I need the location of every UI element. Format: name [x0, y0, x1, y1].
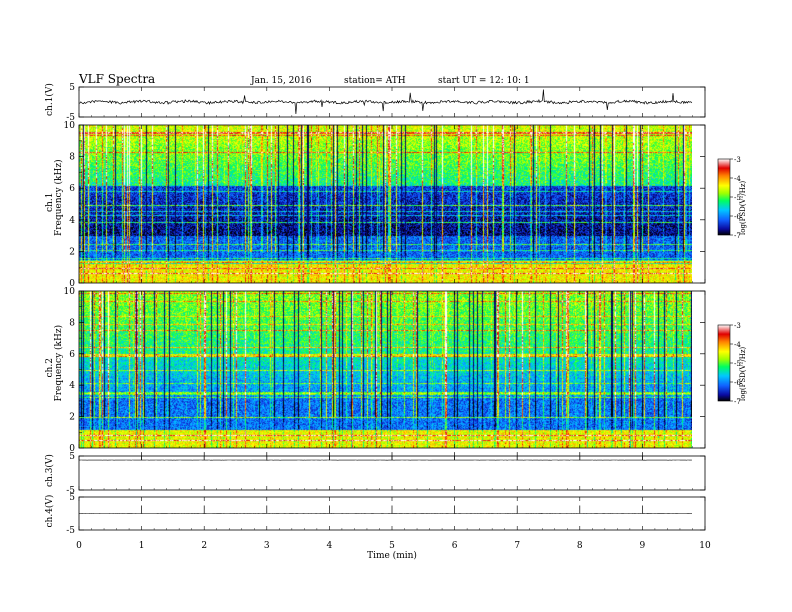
date-label: Jan. 15, 2016	[251, 76, 312, 86]
spectrogram-ch1	[79, 125, 692, 283]
panel-frame	[78, 455, 706, 491]
start-time-label: start UT = 12: 10: 1	[438, 76, 530, 86]
y-tick-label: 5	[69, 452, 75, 462]
colorbar-ch1	[717, 158, 731, 236]
channel-label: ch.2	[45, 358, 55, 377]
x-tick-label: 0	[76, 541, 82, 551]
x-tick-label: 3	[264, 541, 270, 551]
y-tick-label: 8	[69, 318, 75, 328]
y-tick-label: 0	[69, 279, 75, 289]
y-tick-label: 4	[69, 381, 75, 391]
y-tick-label: 10	[64, 287, 76, 297]
colorbar-tick-label: -3	[734, 156, 741, 164]
y-tick-label: 0	[69, 444, 75, 454]
channel-axis-label: ch.1(V)	[44, 83, 55, 116]
colorbar-tick-label: -5	[734, 194, 741, 202]
colorbar-tick-label: -5	[734, 360, 741, 368]
frequency-axis-label: Frequency (kHz)	[53, 159, 64, 236]
channel-axis-label: ch.4(V)	[44, 495, 55, 528]
colorbar-tick-label: -3	[734, 322, 741, 330]
waveform-ch1v	[78, 89, 693, 115]
x-tick-label: 7	[514, 541, 520, 551]
y-tick-label: -5	[66, 486, 75, 496]
x-axis-label: Time (min)	[367, 550, 417, 561]
y-tick-label: -5	[66, 526, 75, 536]
y-tick-label: 5	[69, 493, 75, 503]
x-tick-label: 2	[201, 541, 207, 551]
colorbar-ch2	[717, 324, 731, 402]
colorbar-label: log(PSD(V²/Hz)	[739, 180, 747, 235]
y-tick-label: 5	[69, 83, 75, 93]
station-label: station= ATH	[344, 76, 406, 86]
x-tick-label: 8	[577, 541, 583, 551]
figure-title: VLF Spectra	[79, 72, 156, 86]
x-tick-label: 6	[452, 541, 458, 551]
y-tick-label: 4	[69, 216, 75, 226]
spectrogram-ch2	[79, 291, 692, 448]
colorbar-tick-label: -7	[734, 398, 741, 406]
y-tick-label: 2	[69, 413, 75, 423]
x-tick-label: 1	[139, 541, 145, 551]
x-tick-label: 5	[389, 541, 395, 551]
channel-label: ch.1	[45, 193, 55, 212]
colorbar-tick-label: -4	[734, 175, 741, 183]
x-tick-label: 4	[327, 541, 333, 551]
y-tick-label: 10	[64, 121, 76, 131]
y-tick-label: -5	[66, 113, 75, 123]
channel-axis-label: ch.3(V)	[44, 454, 55, 487]
y-tick-label: 2	[69, 247, 75, 257]
y-tick-label: 8	[69, 153, 75, 163]
y-tick-label: 6	[69, 184, 75, 194]
colorbar-tick-label: -7	[734, 232, 741, 240]
x-tick-label: 9	[640, 541, 646, 551]
colorbar-label: log(PSD(V²/Hz)	[739, 346, 747, 401]
y-tick-label: 6	[69, 350, 75, 360]
colorbar-tick-label: -6	[734, 379, 741, 387]
frequency-axis-label: Frequency (kHz)	[53, 325, 64, 402]
x-tick-label: 10	[699, 541, 711, 551]
colorbar-tick-label: -6	[734, 213, 741, 221]
colorbar-tick-label: -4	[734, 341, 741, 349]
